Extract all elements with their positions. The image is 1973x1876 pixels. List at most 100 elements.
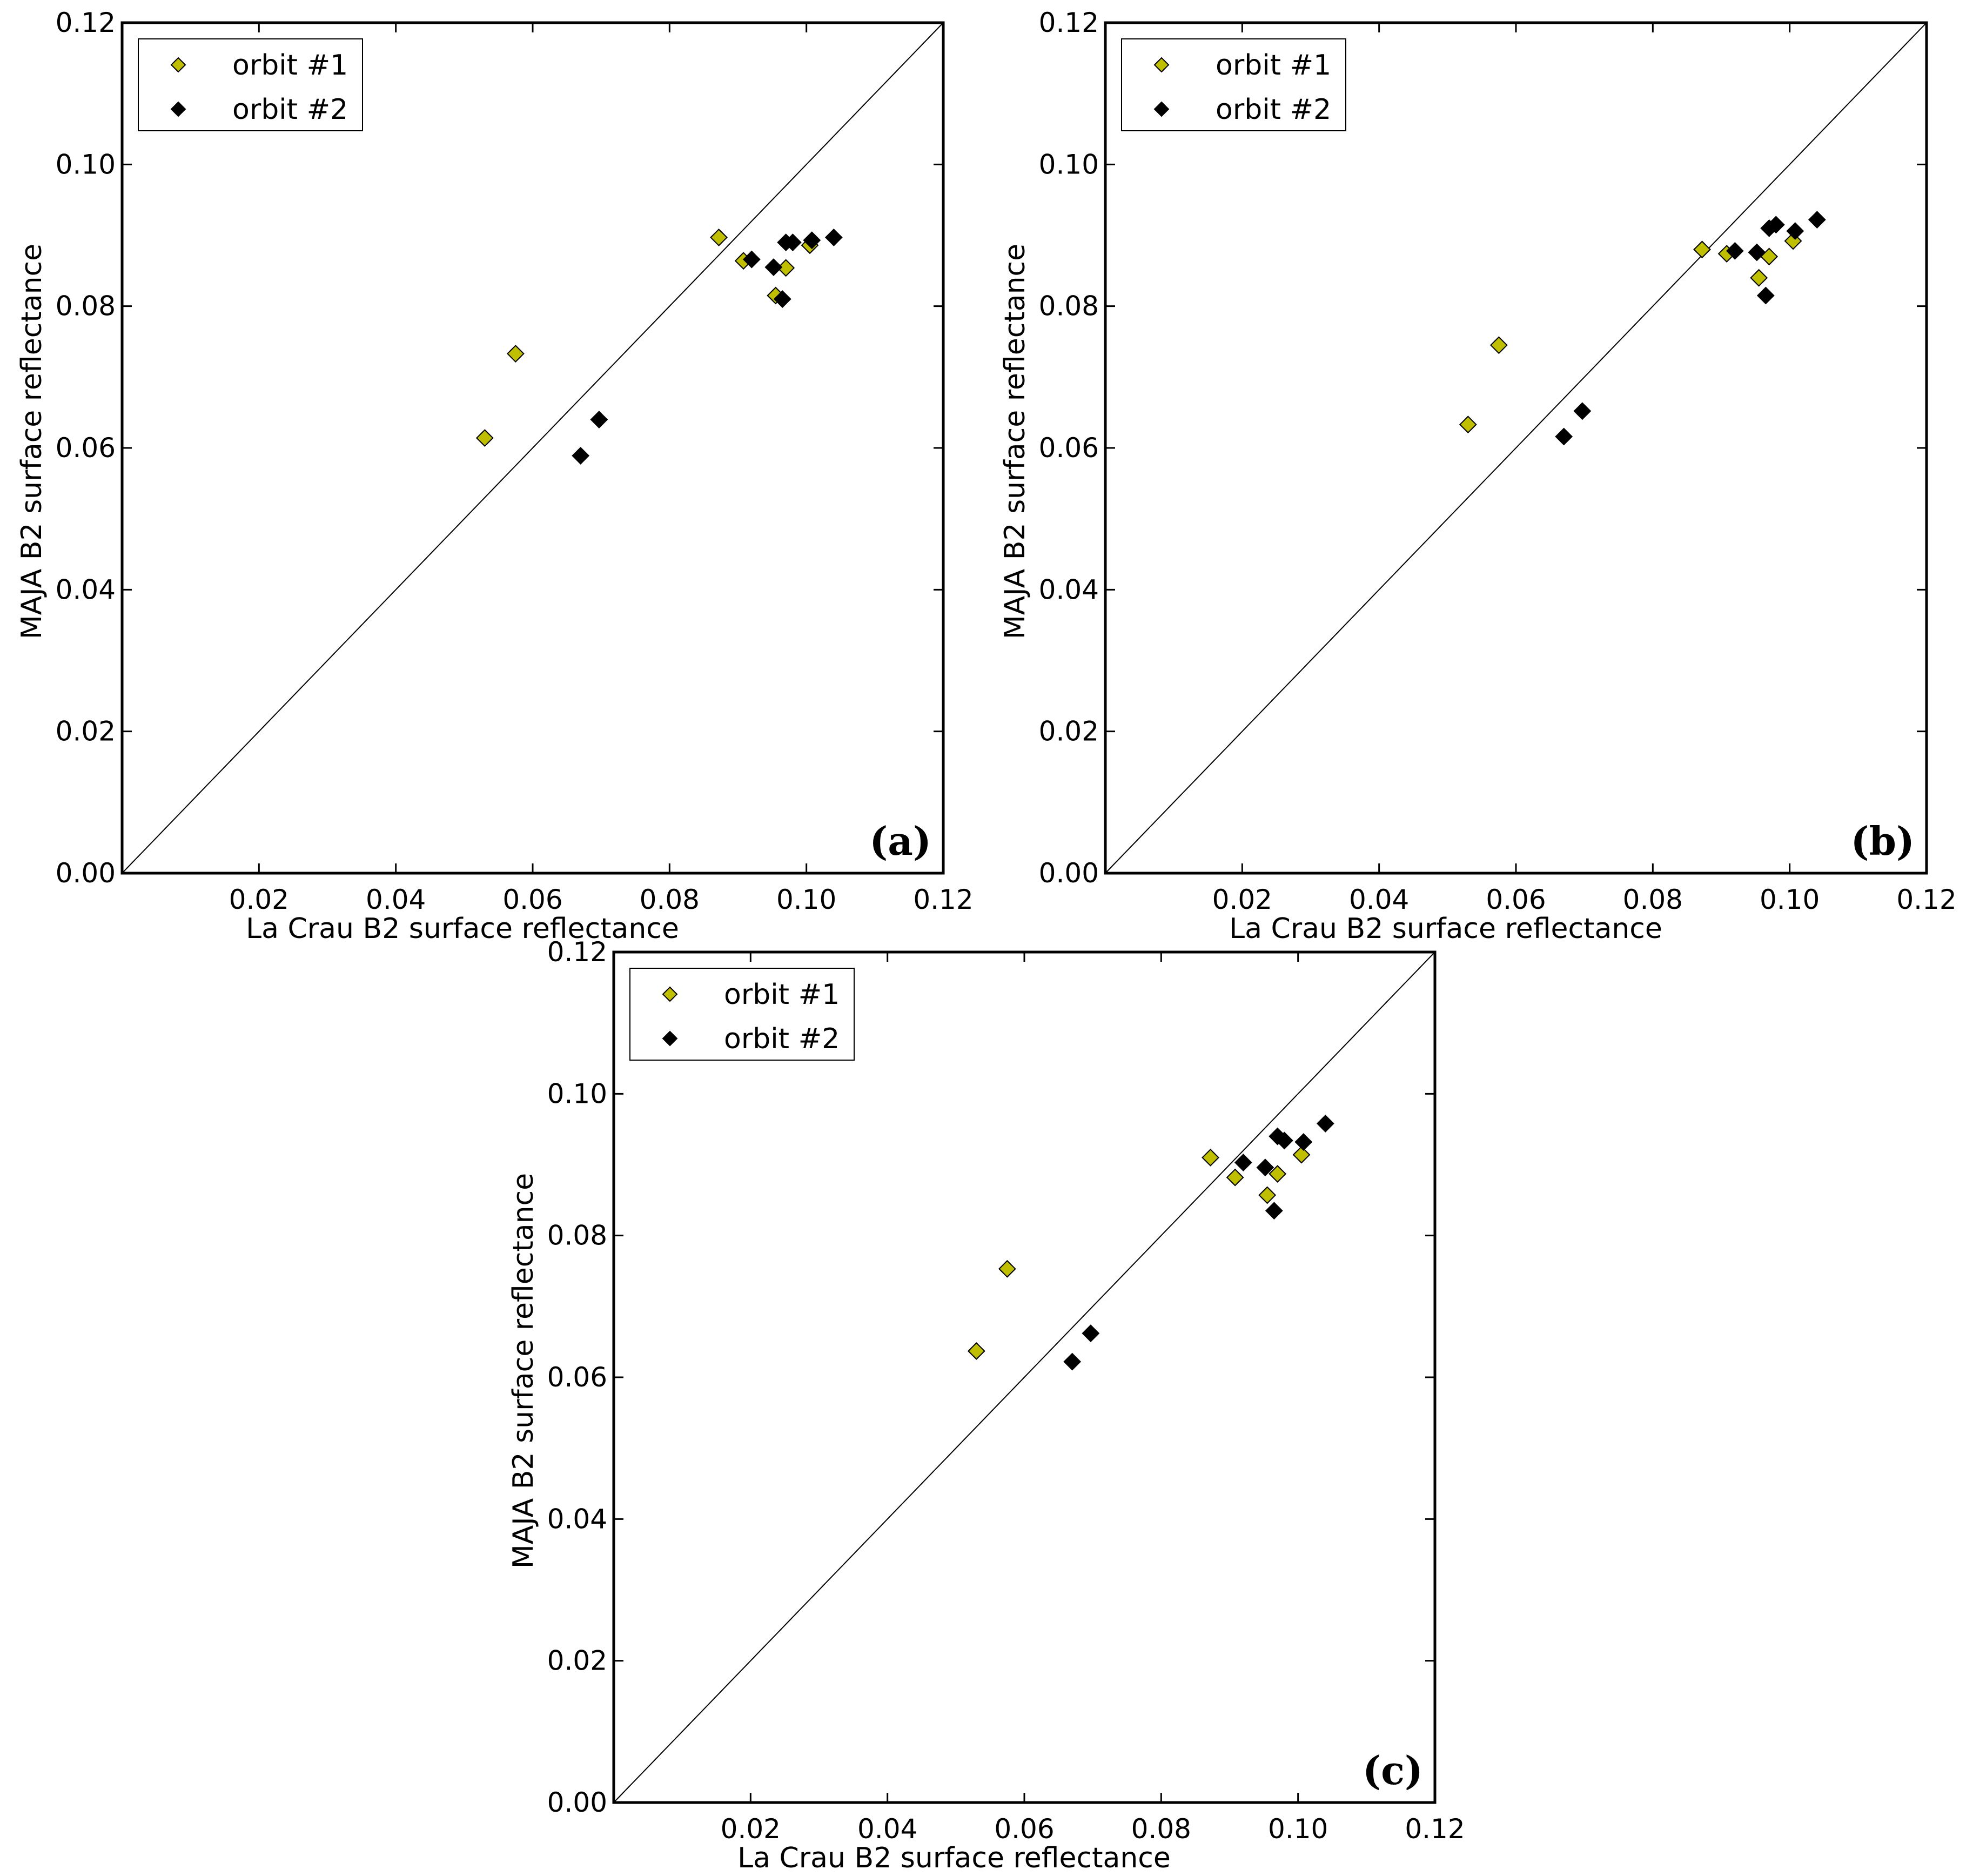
data-point-orbit-1 — [998, 1259, 1016, 1278]
y-tick-label: 0.04 — [547, 1503, 607, 1535]
panel-label: (a) — [869, 818, 931, 864]
x-tick-label: 0.04 — [1349, 884, 1409, 915]
data-point-orbit-2 — [1316, 1115, 1334, 1133]
panel-label: (c) — [1363, 1747, 1423, 1793]
legend-marker — [170, 101, 186, 117]
x-tick-label: 0.06 — [502, 884, 562, 915]
y-tick-label: 0.12 — [56, 7, 116, 38]
identity-line — [1105, 22, 1927, 874]
y-tick-label: 0.06 — [56, 432, 116, 464]
data-point-orbit-2 — [1082, 1324, 1100, 1343]
panel-label: (b) — [1851, 818, 1915, 864]
x-tick-label: 0.04 — [857, 1813, 917, 1845]
data-point-orbit-2 — [1573, 402, 1592, 420]
data-point-orbit-1 — [1489, 336, 1508, 354]
data-point-orbit-2 — [1756, 286, 1775, 305]
y-tick-label: 0.10 — [56, 149, 116, 180]
y-tick-label: 0.08 — [1039, 291, 1099, 322]
y-tick-label: 0.08 — [547, 1220, 607, 1251]
data-point-orbit-2 — [1294, 1133, 1313, 1151]
identity-line — [613, 952, 1435, 1803]
x-tick-label: 0.02 — [721, 1813, 781, 1845]
y-tick-label: 0.08 — [56, 291, 116, 322]
legend-marker — [662, 986, 678, 1002]
x-tick-label: 0.08 — [1623, 884, 1683, 915]
y-tick-label: 0.12 — [547, 936, 607, 968]
data-point-orbit-1 — [1784, 232, 1802, 250]
data-point-orbit-1 — [1258, 1186, 1277, 1204]
data-point-orbit-2 — [590, 411, 608, 428]
legend-label: orbit #1 — [1216, 49, 1331, 82]
data-point-orbit-2 — [1808, 211, 1826, 229]
y-axis-title: MAJA B2 surface reflectance — [999, 244, 1031, 639]
y-tick-label: 0.00 — [56, 857, 116, 889]
data-point-orbit-2 — [773, 290, 791, 308]
data-point-orbit-2 — [1786, 222, 1804, 240]
x-tick-label: 0.04 — [366, 884, 426, 915]
data-point-orbit-2 — [783, 233, 802, 252]
data-point-orbit-1 — [1269, 1165, 1287, 1183]
x-tick-label: 0.10 — [1268, 1813, 1328, 1845]
legend-label: orbit #1 — [724, 979, 840, 1011]
x-tick-label: 0.06 — [994, 1813, 1054, 1845]
x-tick-label: 0.12 — [913, 884, 973, 915]
data-point-orbit-1 — [1693, 240, 1711, 259]
data-point-orbit-1 — [1202, 1148, 1219, 1167]
data-point-orbit-1 — [1226, 1168, 1244, 1187]
data-point-orbit-1 — [506, 345, 525, 363]
legend-marker — [1153, 101, 1170, 117]
x-axis-title: La Crau B2 surface reflectance — [246, 913, 679, 945]
scatter-panel-3: 0.02 0.04 0.06 0.08 0.10 0.12 0.00 0.02 0.04 0.06… — [507, 936, 1465, 1874]
y-tick-label: 0.00 — [547, 1787, 607, 1818]
scatter-panel-2: 0.02 0.04 0.06 0.08 0.10 0.12 0.00 0.02 0.04 0.06… — [999, 7, 1957, 945]
x-tick-label: 0.08 — [640, 884, 700, 915]
y-tick-label: 0.10 — [1039, 149, 1099, 180]
x-axis-title: La Crau B2 surface reflectance — [737, 1842, 1171, 1874]
legend-marker — [662, 1030, 678, 1047]
identity-line — [122, 22, 944, 874]
legend-marker — [1153, 57, 1170, 73]
x-tick-label: 0.10 — [776, 884, 836, 915]
x-tick-label: 0.10 — [1760, 884, 1820, 915]
x-axis-title: La Crau B2 surface reflectance — [1229, 913, 1662, 945]
y-tick-label: 0.04 — [1039, 574, 1099, 605]
data-point-orbit-2 — [1275, 1131, 1293, 1150]
data-point-orbit-2 — [1767, 216, 1785, 234]
y-tick-label: 0.00 — [1039, 857, 1099, 889]
legend-box — [1121, 38, 1346, 131]
data-point-orbit-2 — [572, 447, 590, 465]
y-tick-label: 0.02 — [1039, 716, 1099, 747]
y-tick-label: 0.02 — [56, 716, 116, 747]
data-point-orbit-1 — [967, 1342, 985, 1360]
data-point-orbit-2 — [1234, 1154, 1252, 1171]
y-axis-title: MAJA B2 surface reflectance — [16, 244, 48, 639]
data-point-orbit-2 — [1265, 1202, 1283, 1220]
legend-label: orbit #2 — [1216, 93, 1331, 126]
data-point-orbit-1 — [1292, 1145, 1311, 1164]
data-point-orbit-2 — [824, 229, 843, 246]
x-tick-label: 0.06 — [1486, 884, 1546, 915]
data-point-orbit-2 — [1555, 427, 1573, 446]
y-tick-label: 0.04 — [56, 574, 116, 605]
data-point-orbit-1 — [475, 429, 494, 447]
x-tick-label: 0.12 — [1405, 1813, 1465, 1845]
legend-box — [138, 38, 363, 131]
data-point-orbit-2 — [764, 258, 783, 276]
y-tick-label: 0.06 — [547, 1362, 607, 1393]
legend-marker — [170, 57, 186, 73]
data-point-orbit-2 — [803, 231, 821, 250]
y-tick-label: 0.12 — [1039, 7, 1099, 38]
data-point-orbit-2 — [742, 250, 761, 269]
data-point-orbit-1 — [710, 229, 728, 246]
legend-label: orbit #2 — [724, 1023, 840, 1055]
x-tick-label: 0.08 — [1131, 1813, 1191, 1845]
x-tick-label: 0.02 — [1212, 884, 1272, 915]
legend-box — [629, 968, 855, 1061]
data-point-orbit-2 — [1726, 242, 1744, 260]
y-tick-label: 0.10 — [547, 1078, 607, 1109]
legend-label: orbit #1 — [232, 49, 348, 82]
y-tick-label: 0.02 — [547, 1645, 607, 1677]
data-point-orbit-2 — [1256, 1158, 1274, 1177]
legend-label: orbit #2 — [232, 93, 348, 126]
